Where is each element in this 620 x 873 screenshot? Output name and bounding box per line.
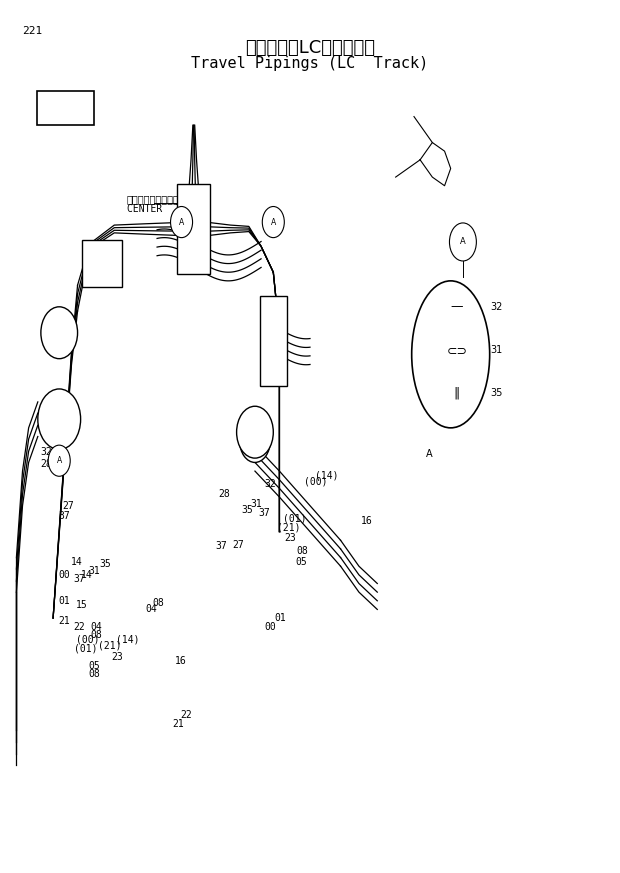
Text: 37: 37 [259,507,270,518]
Text: 16: 16 [360,516,372,526]
Circle shape [48,445,70,477]
Text: 28: 28 [40,459,51,469]
Text: 32: 32 [40,447,51,457]
Circle shape [41,306,78,359]
Ellipse shape [412,281,490,428]
Text: 08: 08 [153,597,164,608]
Text: CENTER  JOINT: CENTER JOINT [126,204,203,214]
Text: A: A [179,217,184,227]
FancyBboxPatch shape [37,91,94,125]
Text: 01: 01 [275,613,286,623]
Text: 31: 31 [89,566,100,575]
Text: 05: 05 [89,661,100,670]
Text: —: — [451,300,463,313]
Text: Travel Pipings (LC  Track): Travel Pipings (LC Track) [192,56,428,71]
Text: 35: 35 [99,560,111,569]
Text: (00): (00) [304,477,328,486]
Text: (21): (21) [97,641,121,650]
Text: ‖: ‖ [454,387,460,400]
Text: 37: 37 [73,574,85,584]
Text: 23: 23 [285,533,296,543]
FancyBboxPatch shape [177,184,210,274]
Text: 16: 16 [175,656,187,666]
Circle shape [38,389,81,450]
Text: 14: 14 [81,570,92,580]
Text: 32: 32 [490,302,503,312]
Text: 22: 22 [73,622,85,632]
Text: 22: 22 [180,710,192,720]
Text: 走行配管（LCトラック）: 走行配管（LCトラック） [245,38,375,57]
Text: (01): (01) [74,643,98,653]
Text: (14): (14) [116,635,140,644]
Text: 15: 15 [76,600,87,610]
Text: 14: 14 [71,557,82,567]
Text: 21: 21 [58,615,70,626]
Text: FRONT: FRONT [51,103,80,113]
Text: A: A [271,217,276,227]
FancyBboxPatch shape [260,297,287,387]
Text: 32: 32 [264,479,276,489]
Text: 21: 21 [172,718,184,729]
Text: 04: 04 [90,622,102,632]
Text: 31: 31 [490,345,503,355]
Text: 35: 35 [241,505,253,515]
Text: 37: 37 [215,541,227,552]
Text: センターショイント: センターショイント [126,194,179,203]
Text: 00: 00 [58,570,70,580]
Text: 28: 28 [218,490,230,499]
Circle shape [237,406,273,458]
Circle shape [170,207,193,237]
Text: 35: 35 [490,388,503,398]
Text: 31: 31 [250,499,262,509]
Text: 221: 221 [22,26,43,36]
Text: (01): (01) [283,513,306,524]
Text: 27: 27 [232,540,244,550]
Text: (14): (14) [316,471,339,480]
Text: 27: 27 [63,501,74,511]
Text: 04: 04 [145,604,157,615]
Circle shape [240,419,270,463]
Text: 23: 23 [112,652,123,662]
FancyBboxPatch shape [82,240,122,287]
Text: 08: 08 [89,670,100,679]
Text: 08: 08 [296,546,308,555]
Text: 00: 00 [264,622,276,632]
Text: ⊂⊃: ⊂⊃ [446,344,467,356]
Text: A: A [460,237,466,246]
Text: A: A [426,449,433,459]
Text: 08: 08 [90,630,102,641]
Circle shape [450,223,476,261]
Text: (21): (21) [277,522,300,533]
Text: 05: 05 [295,557,307,567]
Text: 37: 37 [58,511,70,521]
Text: 01: 01 [58,595,70,606]
Circle shape [262,207,285,237]
Text: A: A [56,457,62,465]
Text: (00): (00) [76,635,100,644]
